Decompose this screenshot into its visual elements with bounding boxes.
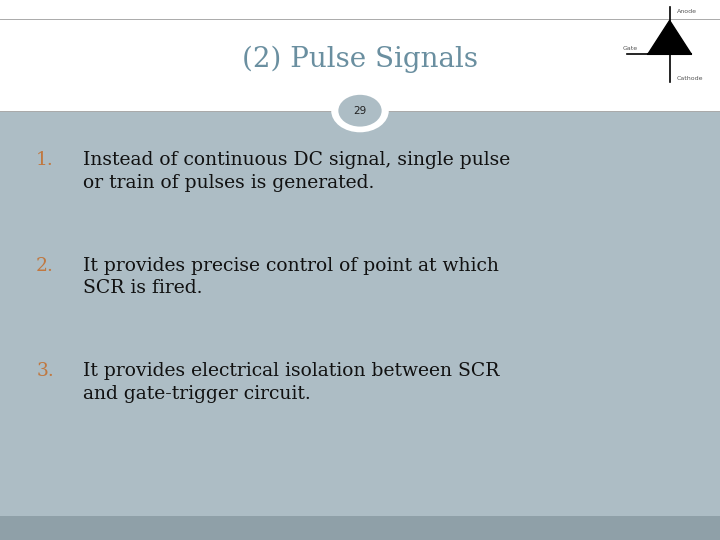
Text: (2) Pulse Signals: (2) Pulse Signals [242, 46, 478, 73]
Text: Instead of continuous DC signal, single pulse
or train of pulses is generated.: Instead of continuous DC signal, single … [83, 151, 510, 192]
Text: 3.: 3. [36, 362, 54, 380]
Bar [0, 0, 720, 111]
Text: It provides electrical isolation between SCR
and gate-trigger circuit.: It provides electrical isolation between… [83, 362, 499, 403]
Circle shape [337, 93, 383, 128]
Circle shape [331, 89, 389, 132]
Text: Cathode: Cathode [677, 76, 703, 80]
Polygon shape [648, 21, 691, 54]
Text: Gate: Gate [623, 45, 638, 51]
Text: 2.: 2. [36, 256, 54, 274]
Bar [0, 516, 720, 540]
Text: 29: 29 [354, 106, 366, 116]
Text: 1.: 1. [36, 151, 54, 169]
Bar [0, 111, 720, 516]
Text: Anode: Anode [677, 9, 697, 14]
Text: It provides precise control of point at which
SCR is fired.: It provides precise control of point at … [83, 256, 499, 298]
